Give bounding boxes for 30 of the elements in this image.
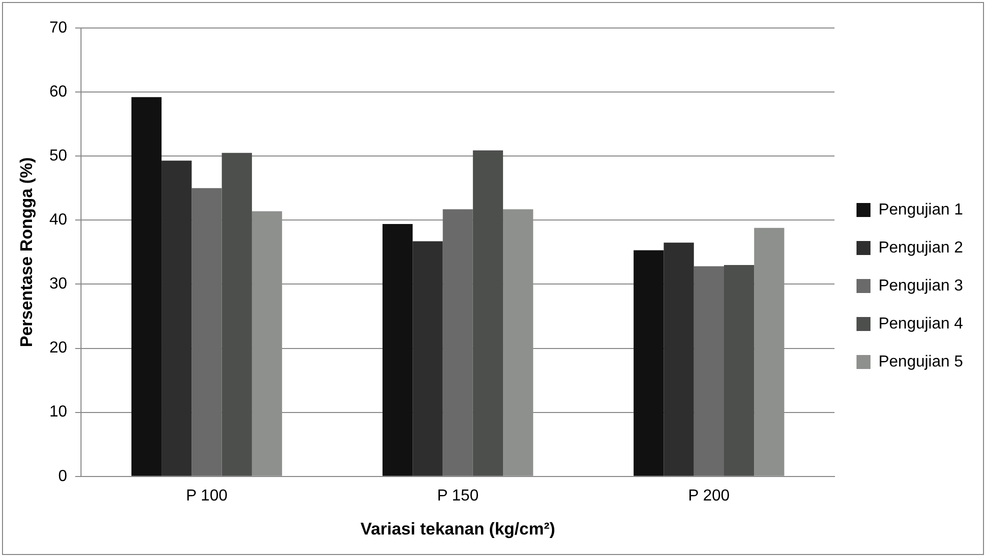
x-tick-label: P 200 bbox=[688, 487, 730, 504]
bar bbox=[162, 160, 192, 476]
bar bbox=[192, 188, 222, 476]
bar bbox=[131, 97, 162, 476]
y-axis-title: Persentase Rongga (%) bbox=[16, 157, 36, 348]
legend-label: Pengujian 4 bbox=[878, 315, 964, 332]
bar bbox=[222, 152, 252, 476]
bar bbox=[694, 266, 724, 476]
bar bbox=[634, 250, 664, 476]
x-tick-label: P 150 bbox=[437, 487, 479, 504]
y-tick-label: 20 bbox=[49, 340, 68, 357]
y-tick-label: 70 bbox=[49, 19, 68, 36]
y-tick-label: 10 bbox=[49, 404, 68, 421]
y-tick-label: 30 bbox=[49, 276, 68, 293]
bar bbox=[664, 242, 694, 476]
bar bbox=[442, 209, 473, 476]
bar bbox=[472, 150, 504, 476]
legend-label: Pengujian 2 bbox=[878, 239, 964, 256]
bar bbox=[382, 224, 413, 476]
bar bbox=[724, 265, 754, 476]
legend-label: Pengujian 5 bbox=[878, 353, 964, 370]
x-axis-title: Variasi tekanan (kg/cm²) bbox=[360, 519, 556, 538]
legend-label: Pengujian 1 bbox=[878, 201, 964, 218]
x-tick-label: P 100 bbox=[186, 487, 228, 504]
bar bbox=[412, 241, 443, 476]
y-tick-label: 50 bbox=[49, 148, 68, 165]
y-tick-label: 0 bbox=[58, 468, 68, 485]
legend-label: Pengujian 3 bbox=[878, 277, 964, 294]
y-tick-label: 40 bbox=[49, 212, 68, 229]
y-tick-label: 60 bbox=[49, 83, 68, 100]
